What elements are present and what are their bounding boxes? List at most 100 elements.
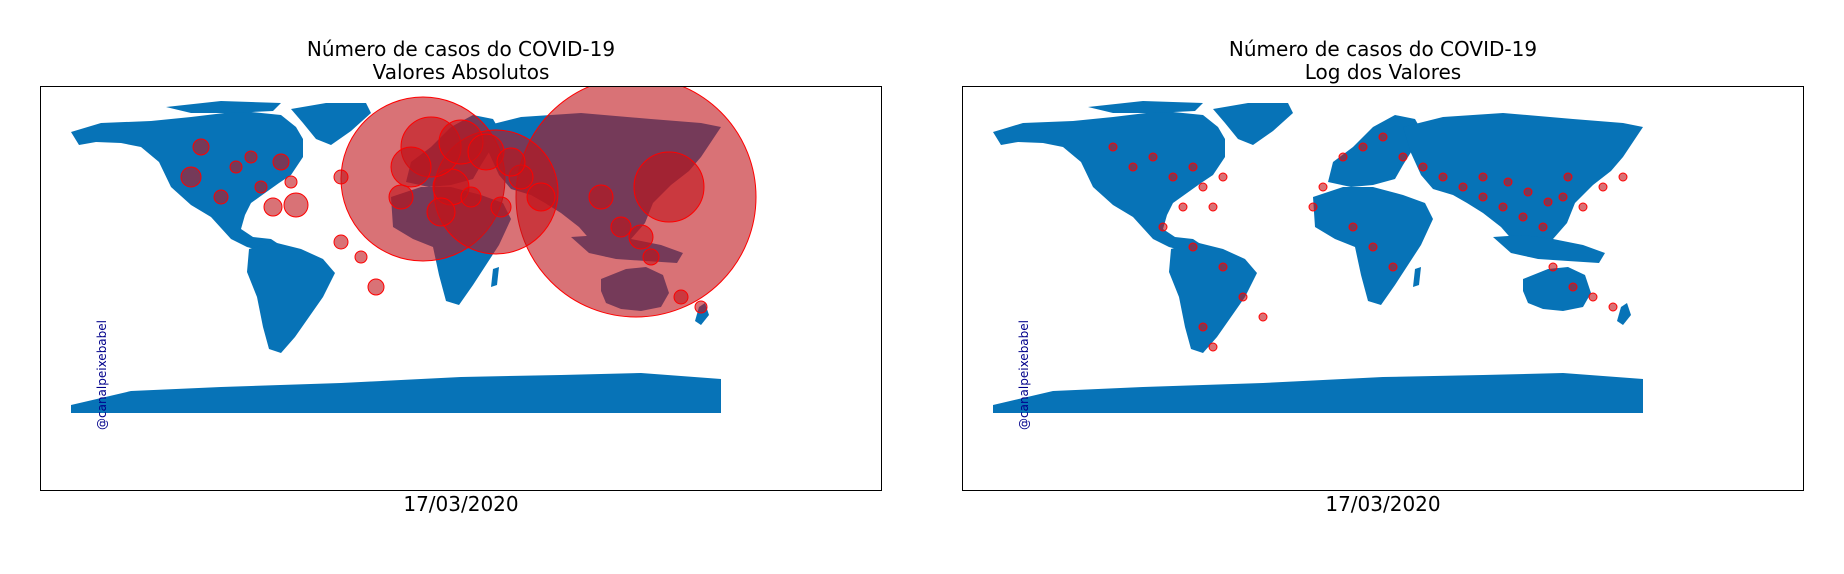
case-marker: [1608, 302, 1618, 312]
case-marker: [1548, 262, 1558, 272]
case-marker: [254, 180, 268, 194]
world-map-log: [993, 101, 1643, 413]
case-marker: [496, 147, 526, 177]
map-title: Número de casos do COVID-19: [1228, 37, 1538, 61]
case-marker: [1198, 182, 1208, 192]
case-marker: [1518, 212, 1528, 222]
date-label: 17/03/2020: [403, 492, 519, 516]
land-australia: [1523, 267, 1591, 311]
panel-absolute: Número de casos do COVID-19 Valores Abso…: [40, 37, 882, 516]
case-marker: [180, 166, 202, 188]
case-marker: [1438, 172, 1448, 182]
case-marker: [628, 224, 654, 250]
case-marker: [388, 184, 414, 210]
map-frame: @canalpeixebabel: [40, 86, 882, 491]
case-marker: [1338, 152, 1348, 162]
world-map-absolute: [71, 87, 757, 413]
case-marker: [213, 189, 229, 205]
case-marker: [1368, 242, 1378, 252]
case-marker: [1178, 202, 1188, 212]
case-marker: [1418, 162, 1428, 172]
case-marker: [1198, 322, 1208, 332]
case-marker: [1588, 292, 1598, 302]
case-markers: [1108, 132, 1628, 352]
case-marker: [390, 146, 432, 188]
case-marker: [272, 153, 290, 171]
case-marker: [490, 196, 512, 218]
case-marker: [1358, 142, 1368, 152]
case-marker: [1498, 202, 1508, 212]
case-marker: [263, 197, 283, 217]
land-europe: [1328, 115, 1423, 187]
date-label: 17/03/2020: [1325, 492, 1441, 516]
land-south-america: [247, 242, 335, 353]
case-marker: [673, 289, 689, 305]
map-frame: @canalpeixebabel: [962, 86, 1804, 491]
case-marker: [1388, 262, 1398, 272]
case-marker: [1558, 192, 1568, 202]
case-marker: [1543, 197, 1553, 207]
case-marker: [1578, 202, 1588, 212]
case-marker: [526, 182, 556, 212]
land-arctic-islands: [1088, 101, 1203, 113]
land-north-america: [993, 111, 1225, 259]
map-subtitle: Log dos Valores: [1304, 60, 1462, 84]
case-marker: [1478, 172, 1488, 182]
case-marker: [1168, 172, 1178, 182]
case-marker: [1208, 202, 1218, 212]
case-marker: [642, 248, 660, 266]
case-marker: [1108, 142, 1118, 152]
case-markers: [180, 87, 757, 318]
land-asia: [1403, 113, 1643, 257]
panel-log: Número de casos do COVID-19 Log dos Valo…: [922, 0, 1844, 574]
case-marker: [1398, 152, 1408, 162]
watermark: @canalpeixebabel: [1017, 320, 1031, 430]
land-antarctica: [993, 373, 1643, 413]
case-marker: [1538, 222, 1548, 232]
case-marker: [633, 151, 705, 223]
case-marker: [192, 138, 210, 156]
land-greenland: [1213, 103, 1293, 145]
case-marker: [1218, 172, 1228, 182]
case-marker: [1478, 192, 1488, 202]
case-marker: [694, 300, 708, 314]
case-marker: [1128, 162, 1138, 172]
case-marker: [1568, 282, 1578, 292]
case-marker: [588, 184, 614, 210]
case-marker: [283, 192, 309, 218]
case-marker: [1618, 172, 1628, 182]
case-marker: [1378, 132, 1388, 142]
land-greenland: [291, 103, 371, 145]
case-marker: [1258, 312, 1268, 322]
map-title: Número de casos do COVID-19: [306, 37, 616, 61]
case-marker: [610, 216, 632, 238]
map-subtitle: Valores Absolutos: [372, 60, 550, 84]
land-southeast-asia: [1493, 235, 1605, 263]
land: [993, 101, 1643, 413]
case-marker: [1523, 187, 1533, 197]
land-madagascar: [1413, 267, 1421, 287]
case-marker: [1503, 177, 1513, 187]
case-marker: [1598, 182, 1608, 192]
case-marker: [1318, 182, 1328, 192]
case-marker: [1208, 342, 1218, 352]
case-marker: [333, 169, 349, 185]
case-marker: [1158, 222, 1168, 232]
case-marker: [1458, 182, 1468, 192]
case-marker: [460, 186, 482, 208]
case-marker: [244, 150, 258, 164]
case-marker: [1308, 202, 1318, 212]
case-marker: [426, 197, 456, 227]
case-marker: [367, 278, 385, 296]
case-marker: [1218, 262, 1228, 272]
land-new-zealand: [1617, 303, 1631, 325]
case-marker: [229, 160, 243, 174]
case-marker: [1563, 172, 1573, 182]
land-madagascar: [491, 267, 499, 287]
case-marker: [354, 250, 368, 264]
watermark: @canalpeixebabel: [95, 320, 109, 430]
case-marker: [284, 175, 298, 189]
land-arctic-islands: [166, 101, 281, 113]
case-marker: [1148, 152, 1158, 162]
case-marker: [1188, 242, 1198, 252]
